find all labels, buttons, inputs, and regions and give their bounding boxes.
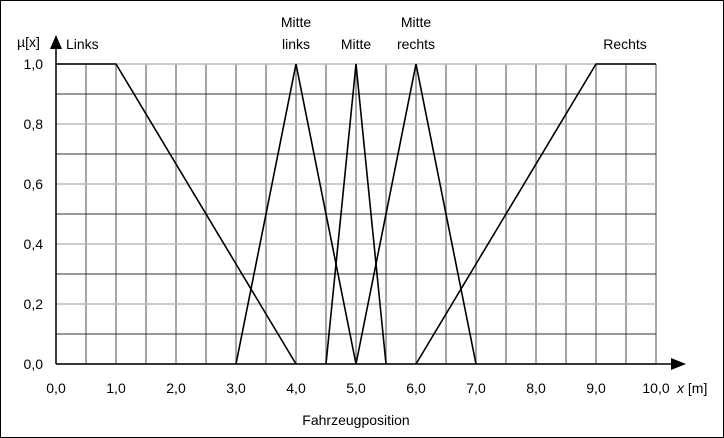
- y-axis-label: µ[x]: [17, 34, 40, 50]
- series-line-mitte-rechts: [355, 63, 477, 365]
- x-tick-label: 4,0: [286, 380, 306, 396]
- x-tick-label: 9,0: [586, 380, 606, 396]
- x-tick-label: 8,0: [526, 380, 546, 396]
- axes: [50, 35, 686, 370]
- series-label: rechts: [397, 36, 435, 52]
- x-axis-arrow-icon: [671, 358, 686, 370]
- x-tick-label: 5,0: [346, 380, 366, 396]
- series-label: Rechts: [603, 36, 647, 52]
- series-label: Links: [66, 36, 99, 52]
- labels: 0,0 1,0 2,0 3,0 4,0 5,0 6,0 7,0 8,0 9,0 10,0 0,0 0,2…: [24, 14, 670, 396]
- y-tick-label: 1,0: [24, 56, 44, 72]
- series-label: Mitte: [341, 36, 372, 52]
- grid: [56, 63, 657, 365]
- series-line-rechts: [415, 63, 656, 365]
- chart-caption: Fahrzeugposition: [302, 412, 409, 428]
- x-tick-label: 1,0: [106, 380, 126, 396]
- y-axis-arrow-icon: [50, 35, 62, 49]
- series-label: links: [282, 36, 310, 52]
- x-tick-label: 3,0: [226, 380, 246, 396]
- series-line-links: [56, 63, 297, 365]
- x-axis-label: x [m]: [676, 380, 707, 396]
- series-label: Mitte: [281, 14, 312, 30]
- y-tick-label: 0,8: [24, 116, 44, 132]
- x-tick-label: 6,0: [406, 380, 426, 396]
- x-tick-label: 10,0: [642, 380, 669, 396]
- y-tick-label: 0,4: [24, 236, 44, 252]
- y-tick-label: 0,6: [24, 176, 44, 192]
- x-tick-label: 0,0: [46, 380, 66, 396]
- y-tick-label: 0,2: [24, 296, 44, 312]
- series-lines: [56, 63, 656, 365]
- series-label: Mitte: [401, 14, 432, 30]
- x-tick-label: 7,0: [466, 380, 486, 396]
- y-tick-label: 0,0: [24, 356, 44, 372]
- x-tick-label: 2,0: [166, 380, 186, 396]
